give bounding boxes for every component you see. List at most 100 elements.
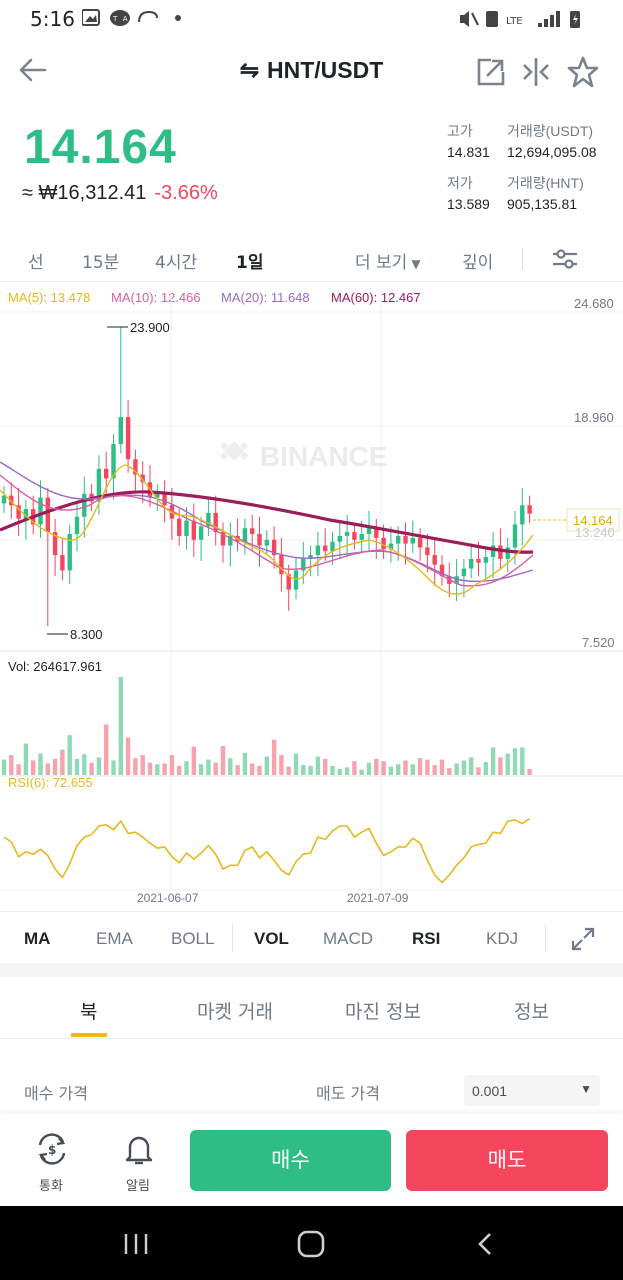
candle-body xyxy=(191,520,196,540)
chart-settings-icon[interactable] xyxy=(551,247,579,271)
precision-select[interactable]: 0.001 ▼ xyxy=(464,1075,600,1106)
tf-line[interactable]: 선 xyxy=(28,253,44,273)
volume-bar xyxy=(104,724,109,775)
tf-15m[interactable]: 15분 xyxy=(82,253,120,273)
status-bar: 5:16 TALK LTE xyxy=(0,0,623,36)
volume-bar xyxy=(242,752,248,775)
tf-more-label: 더 보기 xyxy=(355,253,408,273)
tab-margin[interactable]: 마진 정보 xyxy=(345,1001,421,1023)
candle-body xyxy=(206,512,211,527)
volume-bar xyxy=(111,760,116,775)
volume-bar xyxy=(140,755,145,775)
bottom-action-bar: $ 통화 알림 매수 매도 xyxy=(0,1114,623,1206)
volume-bar xyxy=(469,757,474,775)
volume-bar xyxy=(344,767,350,775)
share-external-icon[interactable] xyxy=(475,56,507,88)
y-axis-hidden-label: 13.240 xyxy=(575,525,615,540)
candle-body xyxy=(512,524,518,548)
system-nav-bar xyxy=(0,1206,623,1280)
volume-bar xyxy=(118,677,123,775)
back-icon[interactable] xyxy=(474,1232,496,1256)
buy-button[interactable]: 매수 xyxy=(190,1130,391,1191)
candle-body xyxy=(198,526,204,540)
max-label: 23.900 xyxy=(130,320,170,335)
ind-rsi[interactable]: RSI xyxy=(412,929,441,948)
tab-info[interactable]: 정보 xyxy=(514,1001,549,1023)
tf-more[interactable]: 더 보기 ▼ xyxy=(355,248,421,273)
volume-bar xyxy=(527,768,532,775)
timeframe-bar: 선 15분 4시간 1일 더 보기 ▼ 깊이 xyxy=(0,236,623,282)
header: ⇋ HNT/USDT xyxy=(0,36,623,106)
ind-ema[interactable]: EMA xyxy=(96,929,133,948)
ind-vol[interactable]: VOL xyxy=(254,929,289,948)
tf-1d[interactable]: 1일 xyxy=(236,253,264,273)
candle-body xyxy=(498,545,503,559)
ind-boll[interactable]: BOLL xyxy=(171,929,215,948)
volume-bar xyxy=(1,759,7,775)
volume-bar xyxy=(366,762,372,775)
volume-bar xyxy=(155,764,160,775)
volume-bar xyxy=(337,768,342,775)
volume-bar xyxy=(235,765,240,775)
ind-ma[interactable]: MA xyxy=(24,929,51,948)
precision-value: 0.001 xyxy=(472,1083,508,1099)
sell-button[interactable]: 매도 xyxy=(406,1130,608,1191)
candle-body xyxy=(257,534,262,546)
volume-bar xyxy=(82,754,87,775)
convert-currency-icon[interactable]: $ xyxy=(35,1132,69,1166)
compare-icon[interactable] xyxy=(520,56,552,88)
tf-4h[interactable]: 4시간 xyxy=(155,253,198,273)
volume-bar xyxy=(271,739,277,775)
ind-macd[interactable]: MACD xyxy=(323,929,374,948)
tf-depth[interactable]: 깊이 xyxy=(462,253,494,273)
system-icon-group: LTE xyxy=(460,11,580,28)
candle-body xyxy=(527,505,532,514)
krw-value: ≈ ₩16,312.41 xyxy=(22,182,147,204)
y-axis-bottom: 7.520 xyxy=(582,635,615,650)
date-label-2: 2021-07-09 xyxy=(347,891,409,905)
date-label-1: 2021-06-07 xyxy=(137,891,199,905)
candle-body xyxy=(45,497,50,533)
home-icon[interactable] xyxy=(296,1230,326,1258)
volume-bar xyxy=(293,753,299,775)
candle-body xyxy=(38,497,43,525)
candle-body xyxy=(359,534,364,540)
volume-bar xyxy=(250,763,255,775)
volume-bar xyxy=(483,761,488,775)
rsi-label: RSI(6): 72.655 xyxy=(8,775,93,790)
ind-kdj[interactable]: KDJ xyxy=(486,929,519,948)
current-price-tag: 14.164 xyxy=(566,508,620,532)
tab-trades[interactable]: 마켓 거래 xyxy=(197,1001,273,1023)
svg-text:TALK: TALK xyxy=(112,15,154,23)
candle-body xyxy=(9,495,14,506)
fullscreen-expand-icon[interactable] xyxy=(570,926,596,952)
tab-book[interactable]: 북 xyxy=(80,1001,98,1023)
candle-body xyxy=(271,539,277,556)
bid-price-label: 매수 가격 xyxy=(24,1084,88,1103)
ma5-line xyxy=(0,464,534,595)
candle-body xyxy=(155,493,160,498)
candle-body xyxy=(410,537,415,544)
candle-body xyxy=(439,564,445,577)
volume-bar xyxy=(45,763,50,775)
ma60-line xyxy=(0,490,534,554)
star-favorite-icon[interactable] xyxy=(566,55,600,89)
bell-alert-icon[interactable] xyxy=(122,1132,156,1166)
candle-body xyxy=(133,459,138,475)
volume-bar xyxy=(417,758,423,775)
divider xyxy=(522,248,523,270)
volume-bar xyxy=(447,768,452,775)
divider xyxy=(545,924,546,952)
recent-apps-icon[interactable] xyxy=(122,1232,150,1256)
vol-usdt-value: 12,694,095.08 xyxy=(507,144,597,160)
price-change: -3.66% xyxy=(154,182,218,204)
candle-body xyxy=(52,532,58,556)
pair-title[interactable]: ⇋ HNT/USDT xyxy=(0,57,623,84)
section-separator xyxy=(0,963,623,977)
back-arrow-icon[interactable] xyxy=(17,54,49,86)
vol-usdt-label: 거래량(USDT) xyxy=(507,123,594,139)
price-chart[interactable]: BINANCE 14.164 13.240 24.680 18.960 7.52… xyxy=(0,283,623,908)
candle-body xyxy=(60,555,65,571)
candle-body xyxy=(1,495,7,504)
chart-grid xyxy=(0,290,623,891)
